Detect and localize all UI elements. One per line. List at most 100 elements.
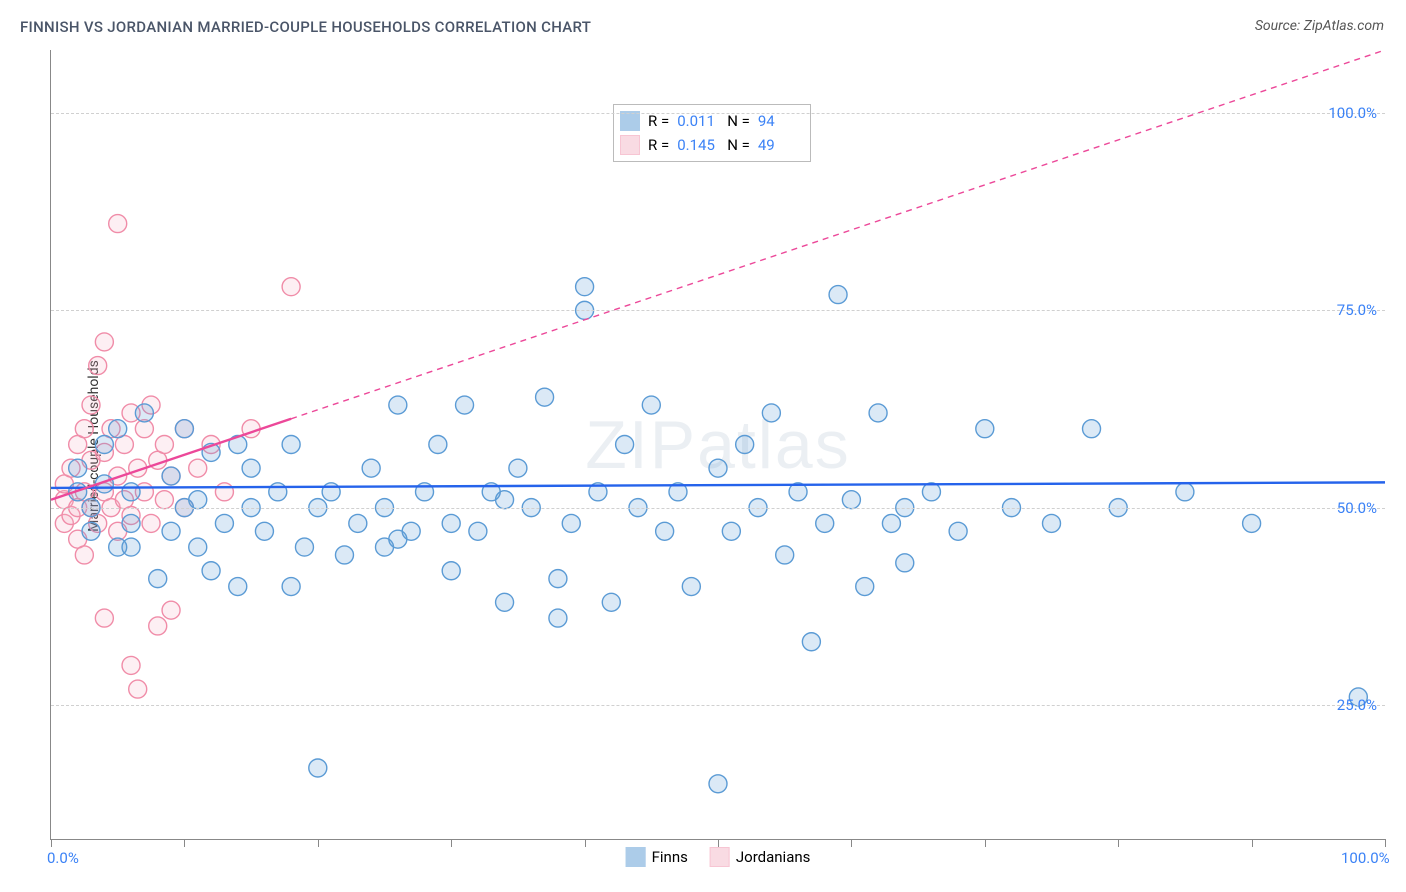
scatter-point bbox=[122, 514, 140, 532]
scatter-point bbox=[469, 522, 487, 540]
scatter-point bbox=[602, 593, 620, 611]
scatter-point bbox=[362, 459, 380, 477]
scatter-point bbox=[135, 404, 153, 422]
scatter-point bbox=[882, 514, 900, 532]
scatter-point bbox=[95, 436, 113, 454]
x-tick bbox=[1118, 839, 1119, 847]
scatter-point bbox=[616, 436, 634, 454]
scatter-point bbox=[442, 562, 460, 580]
scatter-point bbox=[349, 514, 367, 532]
n-value-jordanians: 49 bbox=[758, 133, 800, 157]
scatter-point bbox=[1243, 514, 1261, 532]
scatter-point bbox=[129, 680, 147, 698]
scatter-point bbox=[1043, 514, 1061, 532]
scatter-point bbox=[189, 459, 207, 477]
scatter-point bbox=[922, 483, 940, 501]
scatter-point bbox=[95, 333, 113, 351]
x-tick bbox=[851, 839, 852, 847]
scatter-point bbox=[122, 656, 140, 674]
chart-title: FINNISH VS JORDANIAN MARRIED-COUPLE HOUS… bbox=[20, 18, 591, 36]
scatter-point bbox=[1083, 420, 1101, 438]
scatter-point bbox=[856, 578, 874, 596]
n-label: N = bbox=[727, 133, 750, 157]
scatter-point bbox=[282, 578, 300, 596]
scatter-point bbox=[242, 459, 260, 477]
scatter-plot-svg bbox=[51, 50, 1385, 839]
scatter-point bbox=[175, 420, 193, 438]
scatter-point bbox=[509, 459, 527, 477]
r-label: R = bbox=[648, 133, 669, 157]
scatter-point bbox=[282, 436, 300, 454]
scatter-point bbox=[976, 420, 994, 438]
scatter-point bbox=[842, 491, 860, 509]
scatter-point bbox=[762, 404, 780, 422]
scatter-point bbox=[642, 396, 660, 414]
legend-label-jordanians: Jordanians bbox=[736, 848, 811, 866]
gridline bbox=[51, 113, 1385, 114]
scatter-point bbox=[549, 609, 567, 627]
scatter-point bbox=[142, 514, 160, 532]
gridline bbox=[51, 508, 1385, 509]
scatter-point bbox=[389, 530, 407, 548]
scatter-point bbox=[295, 538, 313, 556]
scatter-point bbox=[149, 570, 167, 588]
x-tick bbox=[718, 839, 719, 847]
plot-area: ZIPatlas R = 0.011 N = 94 R = 0.145 N = … bbox=[50, 50, 1385, 840]
scatter-point bbox=[75, 420, 93, 438]
scatter-point bbox=[215, 483, 233, 501]
legend-item-jordanians: Jordanians bbox=[710, 847, 811, 867]
scatter-point bbox=[722, 522, 740, 540]
scatter-point bbox=[496, 593, 514, 611]
scatter-point bbox=[335, 546, 353, 564]
scatter-point bbox=[229, 578, 247, 596]
scatter-point bbox=[215, 514, 233, 532]
legend-label-finns: Finns bbox=[652, 848, 688, 866]
scatter-point bbox=[109, 420, 127, 438]
scatter-point bbox=[282, 278, 300, 296]
scatter-point bbox=[155, 491, 173, 509]
x-tick bbox=[318, 839, 319, 847]
scatter-point bbox=[496, 491, 514, 509]
scatter-point bbox=[949, 522, 967, 540]
y-tick-label: 50.0% bbox=[1337, 499, 1377, 517]
x-tick bbox=[585, 839, 586, 847]
gridline bbox=[51, 705, 1385, 706]
scatter-point bbox=[576, 278, 594, 296]
scatter-point bbox=[709, 775, 727, 793]
scatter-point bbox=[202, 562, 220, 580]
scatter-point bbox=[896, 554, 914, 572]
scatter-point bbox=[82, 396, 100, 414]
scatter-point bbox=[309, 759, 327, 777]
swatch-jordanians bbox=[620, 135, 640, 155]
scatter-point bbox=[155, 436, 173, 454]
scatter-point bbox=[75, 546, 93, 564]
scatter-point bbox=[536, 388, 554, 406]
legend-item-finns: Finns bbox=[626, 847, 688, 867]
scatter-point bbox=[456, 396, 474, 414]
correlation-row-jordanians: R = 0.145 N = 49 bbox=[620, 133, 800, 157]
scatter-point bbox=[69, 459, 87, 477]
swatch-jordanians-icon bbox=[710, 847, 730, 867]
scatter-point bbox=[89, 357, 107, 375]
y-tick-label: 75.0% bbox=[1337, 301, 1377, 319]
scatter-point bbox=[562, 514, 580, 532]
scatter-point bbox=[442, 514, 460, 532]
scatter-point bbox=[776, 546, 794, 564]
scatter-point bbox=[869, 404, 887, 422]
x-tick bbox=[51, 839, 52, 847]
regression-line-extrapolated bbox=[291, 50, 1385, 419]
scatter-point bbox=[162, 601, 180, 619]
scatter-point bbox=[162, 467, 180, 485]
x-tick-label: 100.0% bbox=[1341, 849, 1390, 867]
swatch-finns-icon bbox=[626, 847, 646, 867]
scatter-point bbox=[1176, 483, 1194, 501]
x-tick bbox=[1252, 839, 1253, 847]
r-value-jordanians: 0.145 bbox=[677, 133, 719, 157]
gridline bbox=[51, 310, 1385, 311]
scatter-point bbox=[189, 491, 207, 509]
scatter-point bbox=[109, 215, 127, 233]
x-tick-label: 0.0% bbox=[47, 849, 79, 867]
scatter-point bbox=[709, 459, 727, 477]
source-attribution: Source: ZipAtlas.com bbox=[1255, 18, 1384, 34]
scatter-point bbox=[816, 514, 834, 532]
